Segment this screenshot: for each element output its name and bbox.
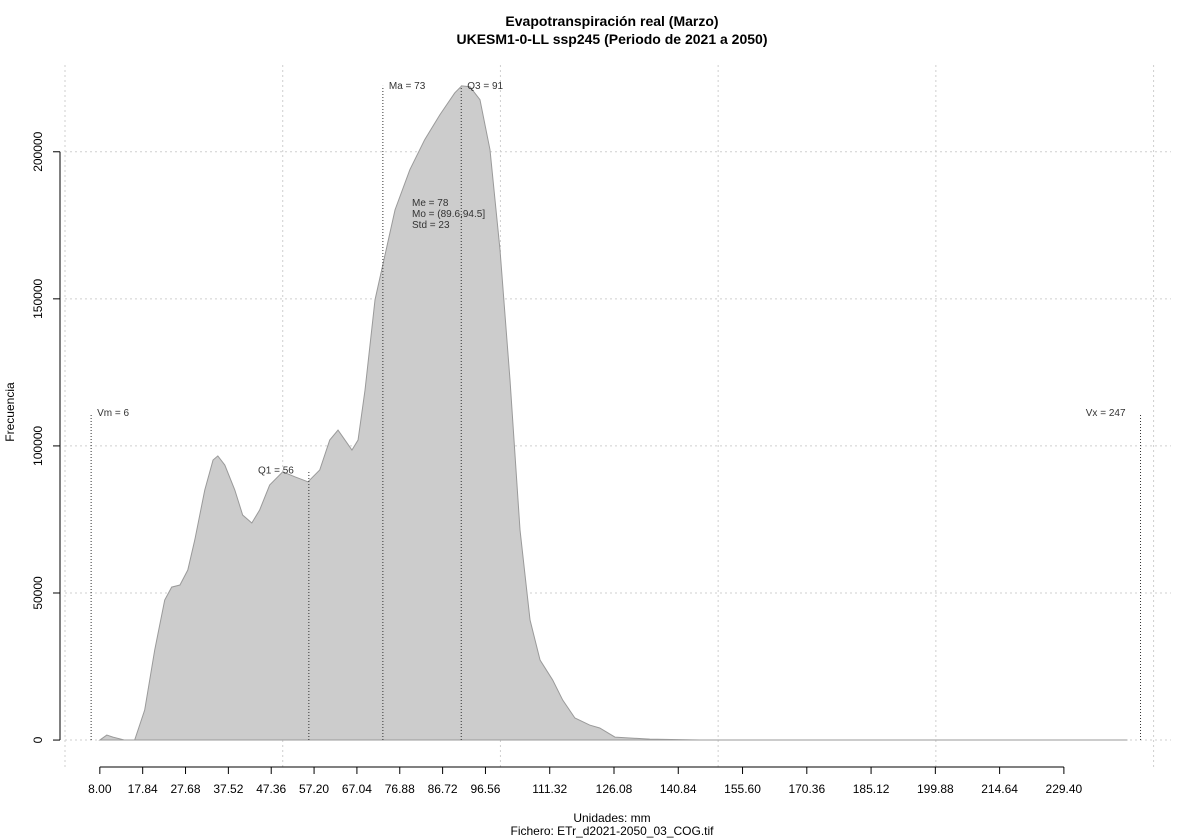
x-tick-label: 214.64: [981, 782, 1018, 796]
stat-label: Std = 23: [412, 220, 450, 231]
x-tick-label: 27.68: [171, 782, 201, 796]
x-tick-label: 126.08: [596, 782, 633, 796]
x-tick-label: 155.60: [724, 782, 761, 796]
x-tick-label: 17.84: [128, 782, 158, 796]
x-tick-label: 199.88: [917, 782, 954, 796]
y-axis-label: Frecuencia: [3, 382, 17, 442]
y-tick-label: 0: [31, 736, 45, 743]
x-tick-label: 86.72: [428, 782, 458, 796]
y-tick-label: 200000: [31, 131, 45, 171]
y-tick-label: 150000: [31, 278, 45, 318]
x-tick-label: 185.12: [853, 782, 890, 796]
x-tick-label: 96.56: [470, 782, 500, 796]
chart-title: Evapotranspiración real (Marzo): [505, 13, 718, 29]
marker-label: Q1 = 56: [258, 466, 294, 477]
y-tick-label: 100000: [31, 426, 45, 466]
x-tick-label: 76.88: [385, 782, 415, 796]
x-tick-label: 57.20: [299, 782, 329, 796]
x-tick-label: 47.36: [256, 782, 286, 796]
marker-label: Ma = 73: [389, 81, 426, 92]
y-tick-label: 50000: [31, 576, 45, 610]
marker-label: Vx = 247: [1086, 408, 1126, 419]
stat-label: Me = 78: [412, 198, 449, 209]
x-tick-label: 37.52: [213, 782, 243, 796]
area: [98, 85, 1128, 741]
stat-label: Mo = (89.6,94.5]: [412, 209, 485, 220]
x-tick-label: 111.32: [532, 782, 567, 796]
footer: Fichero: ETr_d2021-2050_03_COG.tif: [511, 824, 715, 838]
x-tick-label: 229.40: [1046, 782, 1083, 796]
x-tick-label: 170.36: [788, 782, 825, 796]
chart-subtitle: UKESM1-0-LL ssp245 (Periodo de 2021 a 20…: [457, 31, 768, 47]
marker-label: Q3 = 91: [467, 81, 503, 92]
marker-label: Vm = 6: [97, 408, 129, 419]
x-axis-label: Unidades: mm: [573, 811, 650, 825]
x-tick-label: 140.84: [660, 782, 697, 796]
x-tick-label: 67.04: [342, 782, 372, 796]
x-tick-label: 8.00: [88, 782, 112, 796]
